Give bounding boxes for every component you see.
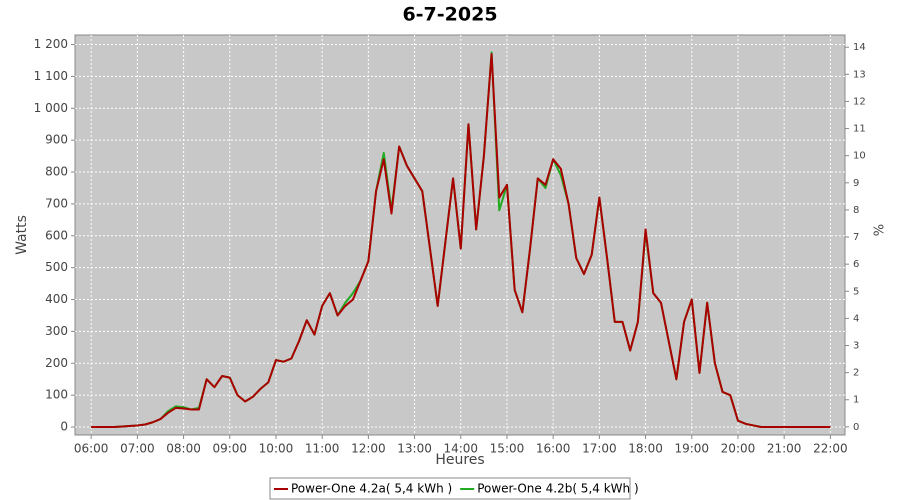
legend-label: Power-One 4.2a( 5,4 kWh ): [291, 482, 452, 496]
y-axis-label: Watts: [14, 215, 30, 255]
y2-tick-label: 9: [853, 178, 859, 189]
y2-tick-label: 8: [853, 205, 859, 216]
y-tick-label: 900: [45, 133, 68, 147]
y-tick-label: 800: [45, 165, 68, 179]
y-tick-label: 300: [45, 324, 68, 338]
y-tick-label: 600: [45, 228, 68, 242]
y-tick-label: 100: [45, 388, 68, 402]
y-tick-label: 1 000: [34, 101, 68, 115]
y2-tick-label: 0: [853, 422, 859, 433]
x-tick-label: 12:00: [351, 442, 386, 456]
legend-label: Power-One 4.2b( 5,4 kWh ): [477, 482, 638, 496]
y2-tick-label: 10: [853, 151, 866, 162]
y2-tick-label: 12: [853, 96, 866, 107]
y2-tick-label: 11: [853, 124, 866, 135]
x-tick-label: 15:00: [490, 442, 525, 456]
x-tick-label: 20:00: [721, 442, 756, 456]
x-tick-label: 22:00: [813, 442, 848, 456]
y-tick-label: 1 200: [34, 37, 68, 51]
x-tick-label: 10:00: [259, 442, 294, 456]
legend: [269, 477, 631, 500]
x-tick-label: 14:00: [443, 442, 478, 456]
y2-tick-label: 3: [853, 341, 859, 352]
y2-tick-label: 6: [853, 259, 859, 270]
y2-tick-label: 4: [853, 313, 859, 324]
y-tick-label: 0: [60, 420, 68, 434]
y2-tick-label: 14: [853, 42, 866, 53]
y2-tick-label: 1: [853, 395, 859, 406]
x-tick-label: 18:00: [628, 442, 663, 456]
x-tick-label: 11:00: [305, 442, 340, 456]
y2-tick-label: 7: [853, 232, 859, 243]
y2-tick-label: 13: [853, 69, 866, 80]
y2-tick-label: 5: [853, 286, 859, 297]
x-axis-label: Heures: [435, 452, 484, 468]
x-tick-label: 16:00: [536, 442, 571, 456]
y-tick-label: 400: [45, 292, 68, 306]
y2-axis-label: %: [873, 224, 888, 236]
x-tick-label: 07:00: [120, 442, 155, 456]
x-tick-label: 17:00: [582, 442, 617, 456]
x-tick-label: 21:00: [767, 442, 802, 456]
y-tick-label: 700: [45, 196, 68, 210]
x-tick-label: 08:00: [166, 442, 201, 456]
y-tick-label: 500: [45, 260, 68, 274]
x-tick-label: 06:00: [74, 442, 109, 456]
y-tick-label: 1 100: [34, 69, 68, 83]
x-tick-label: 13:00: [397, 442, 432, 456]
x-tick-label: 09:00: [212, 442, 247, 456]
x-tick-label: 19:00: [674, 442, 709, 456]
chart-title: 6-7-2025: [402, 4, 497, 26]
y-tick-label: 200: [45, 356, 68, 370]
series-line: [91, 53, 831, 429]
y2-tick-label: 2: [853, 368, 859, 379]
